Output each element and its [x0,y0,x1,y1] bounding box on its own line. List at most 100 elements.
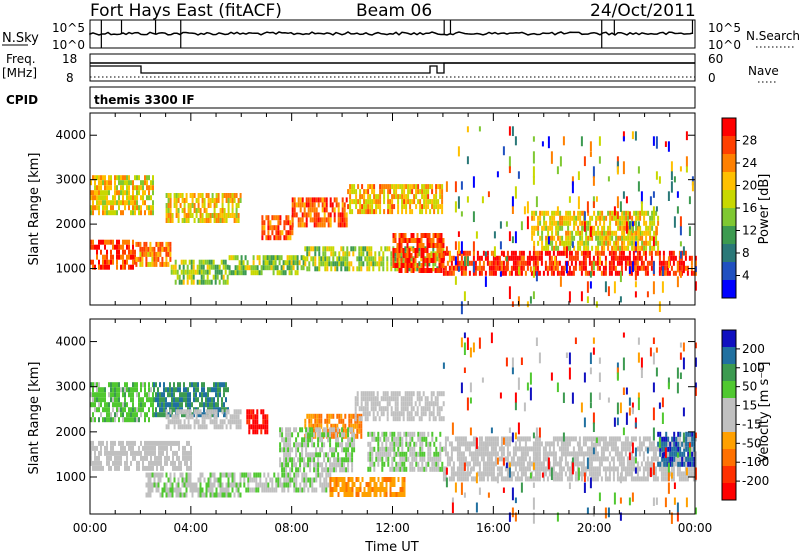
velocity-cell [455,471,457,476]
power-cell [527,256,529,261]
power-cell [102,240,104,245]
power-cell [304,212,306,217]
velocity-cell [281,467,283,472]
velocity-cell [379,416,381,421]
velocity-cell [98,417,100,422]
velocity-cell [289,442,291,447]
power-cell [619,251,621,256]
power-cell [206,213,208,218]
velocity-cell [395,452,397,457]
power-cell [533,216,535,221]
velocity-cell [176,488,178,493]
velocity-cell [154,441,156,446]
velocity-cell [248,429,250,434]
power-cell [271,225,273,230]
power-cell [673,261,675,266]
velocity-cell [120,451,122,456]
power-cell [98,200,100,205]
power-cell [116,255,118,260]
power-cell [513,251,515,256]
power-cell [96,250,98,255]
power-cell [659,266,661,272]
velocity-cell [222,424,224,429]
power-cell [397,184,399,189]
power-cell [393,194,395,199]
power-cell [203,280,205,285]
velocity-cell [335,457,337,462]
velocity-cell [481,471,483,476]
power-cell [419,268,421,273]
power-cell [144,200,146,205]
velocity-cell [321,447,323,452]
velocity-cell [483,466,485,471]
velocity-cell [309,457,311,462]
power-cell [116,250,118,255]
velocity-cell [373,462,375,467]
power-cell [659,301,661,312]
power-cell [227,275,229,280]
velocity-cell [475,451,477,456]
velocity-cell [178,414,180,419]
power-cell [680,241,682,246]
velocity-cell [254,424,256,429]
velocity-cell [279,478,281,483]
power-cell [277,230,279,235]
power-cell [655,236,657,241]
power-cell [497,171,499,177]
velocity-cell [187,392,189,397]
velocity-cell [152,483,154,488]
power-cell [665,141,667,147]
velocity-cell [102,441,104,446]
power-cell [318,251,320,256]
power-cell [573,266,575,271]
power-cell [153,262,155,267]
velocity-cell [285,457,287,462]
velocity-cell [208,409,210,414]
power-cell [512,206,514,214]
velocity-cell [166,493,168,498]
power-cell [176,193,178,198]
velocity-cell [313,432,315,437]
velocity-cell [365,411,367,416]
velocity-cell [429,411,431,416]
velocity-cell [413,457,415,462]
velocity-cell [459,471,461,476]
velocity-cell [291,478,293,483]
power-cell [680,226,682,235]
velocity-cell [511,476,513,481]
velocity-cell [445,441,447,446]
velocity-cell [352,492,354,497]
velocity-cell [249,488,251,493]
power-cell [449,251,451,262]
velocity-cell [431,401,433,406]
power-cell [555,241,557,246]
power-cell [590,151,592,157]
power-cell [393,233,395,238]
velocity-cell [190,473,192,478]
power-cell [220,218,222,223]
velocity-cell [553,461,555,466]
power-cell [207,260,209,265]
power-cell [473,256,475,261]
velocity-cell [285,462,287,467]
power-cell [122,250,124,255]
velocity-cell [122,451,124,456]
power-cell [691,271,693,276]
power-cell [419,238,421,243]
power-cell [535,211,537,216]
velocity-cell [203,402,205,407]
cpid-panel: themis 3300 IF [90,87,695,108]
velocity-cell [116,407,118,412]
power-cell [167,247,169,252]
velocity-cell [347,427,349,432]
power-cell [651,256,653,261]
velocity-cell [527,436,529,441]
velocity-cell [533,456,535,461]
velocity-cell [248,409,250,414]
power-cell [358,246,360,251]
velocity-cell [381,462,383,467]
velocity-cell [362,492,364,497]
velocity-cell [255,483,257,488]
power-cell [655,251,657,256]
velocity-cell [156,483,158,488]
